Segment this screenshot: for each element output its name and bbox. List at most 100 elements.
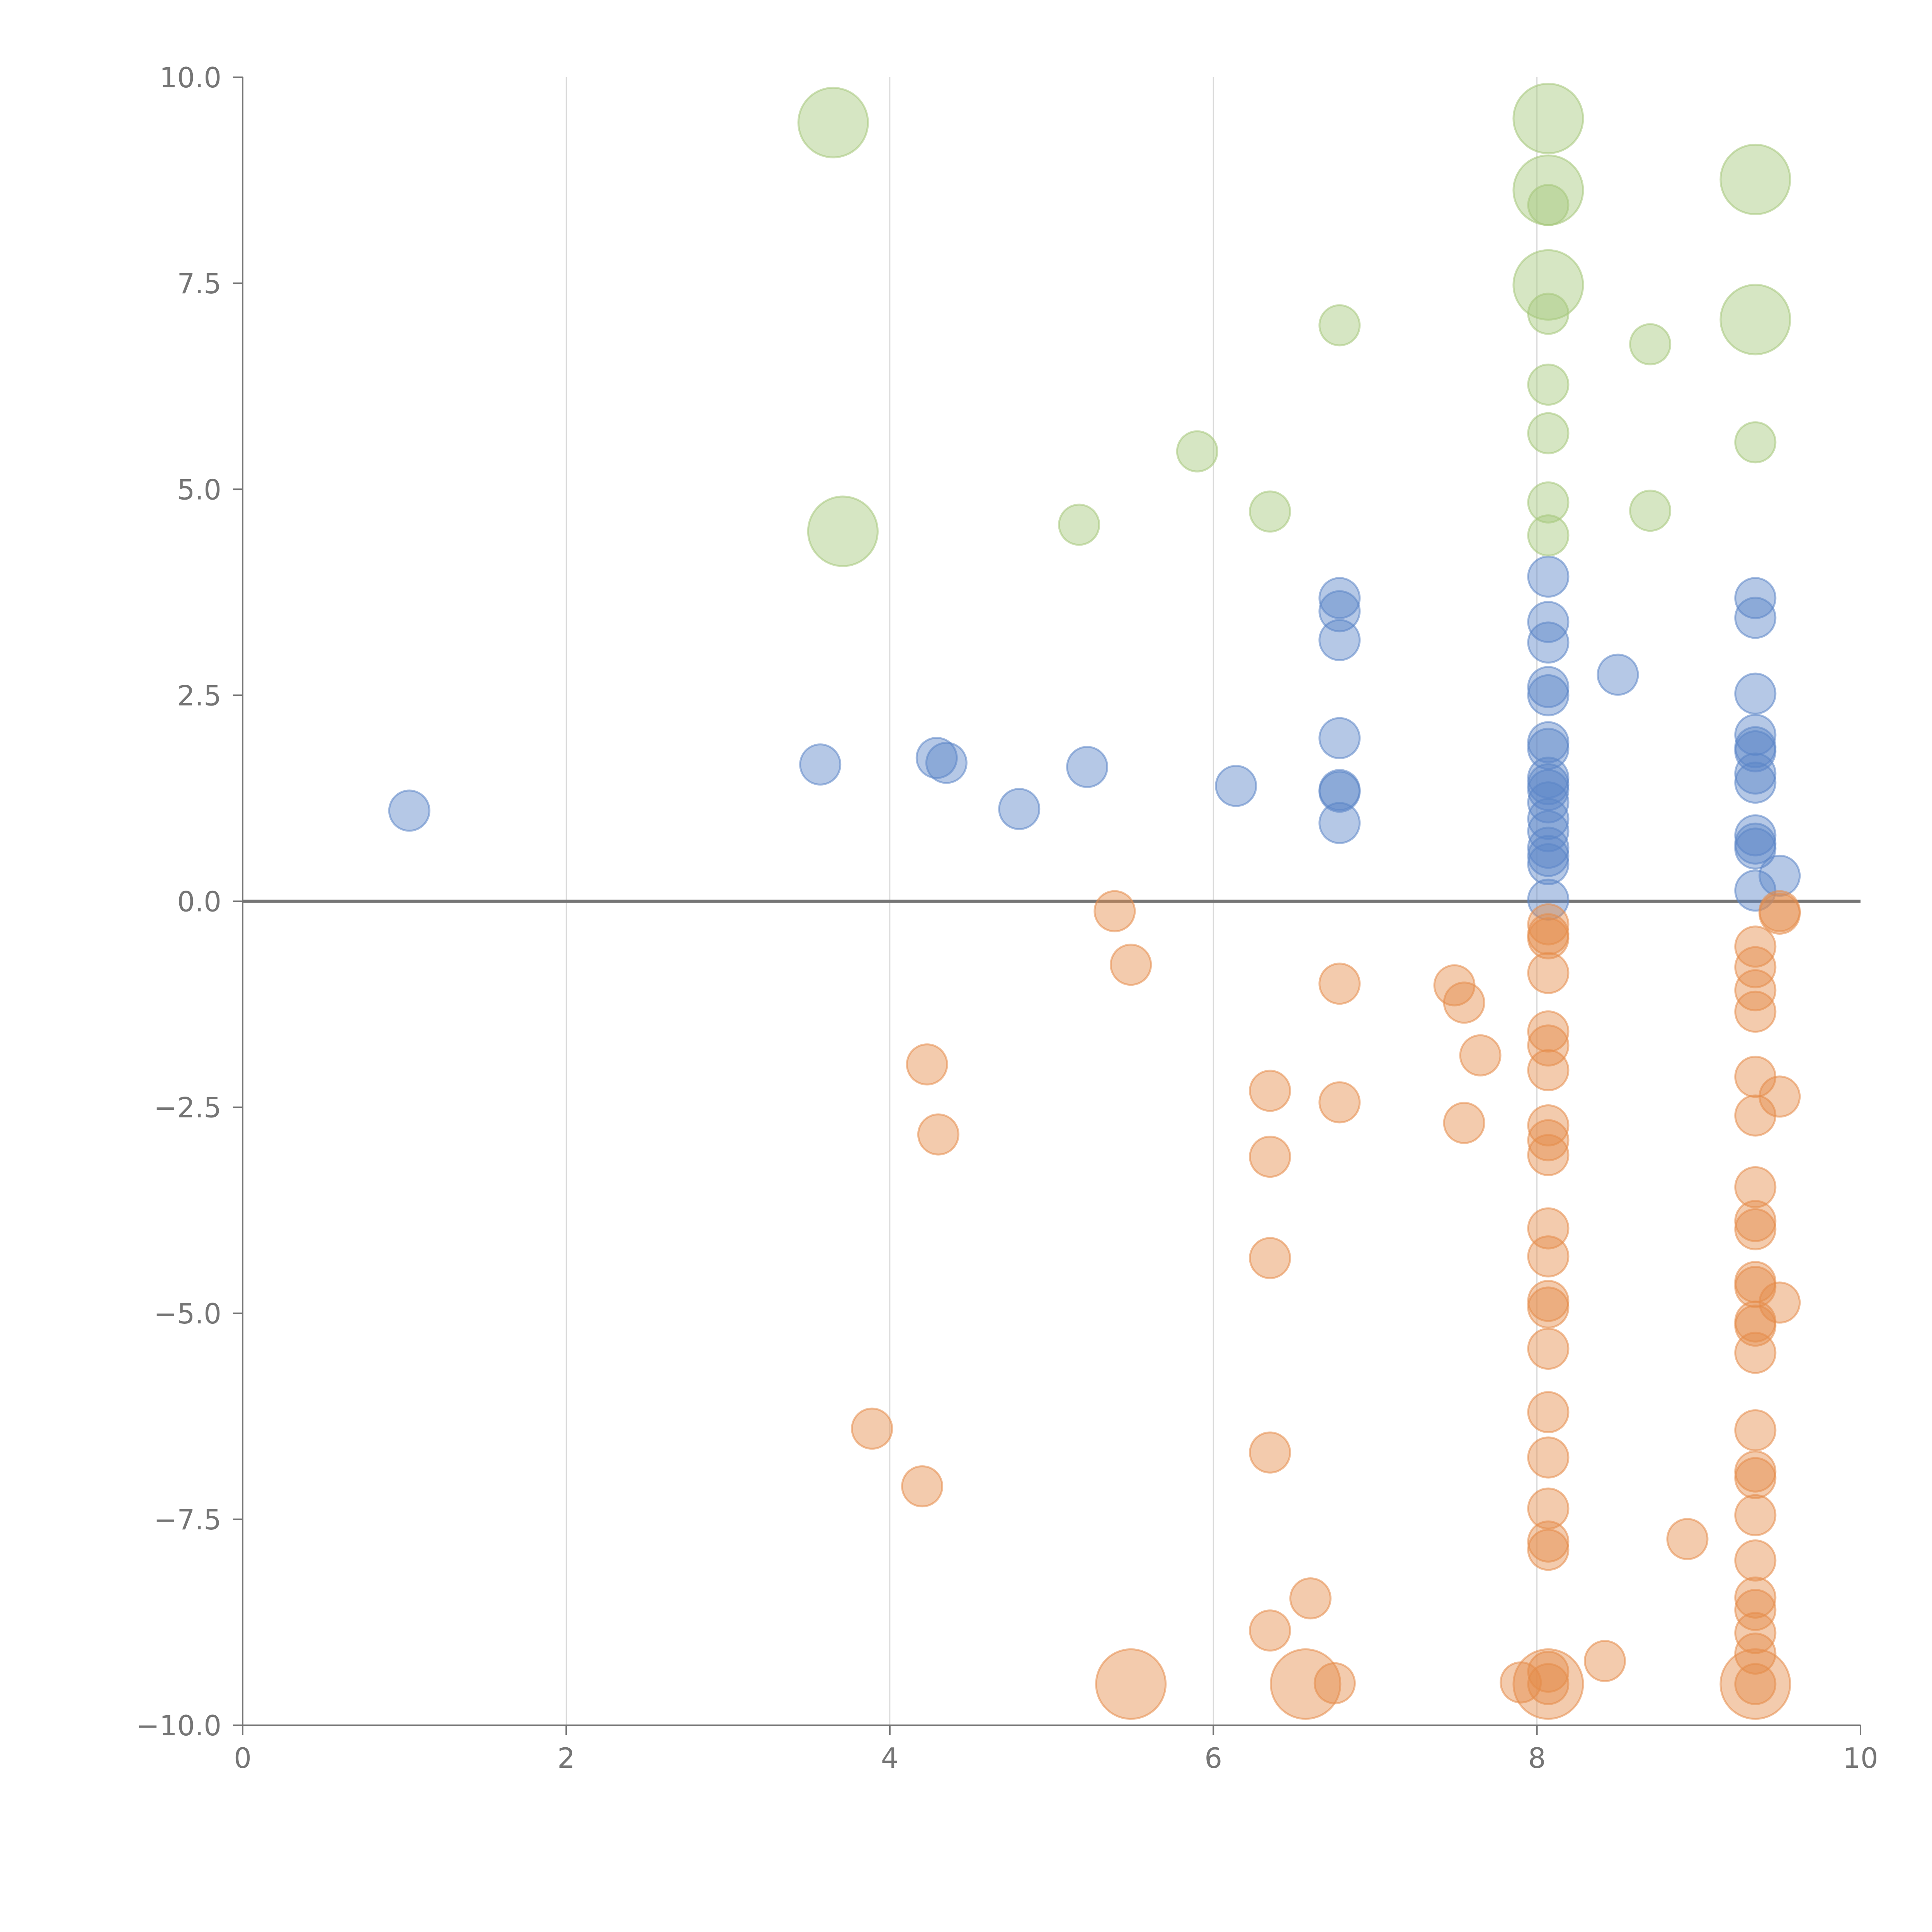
orange-point-5 [1110, 944, 1152, 986]
green-point-15 [1629, 323, 1672, 366]
orange-point-7 [1249, 1136, 1291, 1178]
orange-point-50 [1734, 1166, 1777, 1208]
green-point-18 [1719, 284, 1791, 355]
orange-point-60 [1734, 1457, 1777, 1499]
x-tick-label-1: 2 [557, 1742, 575, 1774]
y-tick-label-6: −5.0 [154, 1298, 221, 1330]
blue-point-44 [1759, 854, 1801, 897]
orange-point-42 [1583, 1640, 1626, 1682]
orange-point-3 [917, 1113, 959, 1156]
x-tick-label-5: 10 [1843, 1742, 1878, 1774]
orange-point-72 [1095, 1648, 1167, 1720]
orange-point-57 [1734, 1332, 1777, 1374]
orange-point-74 [1512, 1648, 1584, 1720]
orange-point-70 [1759, 1075, 1801, 1118]
y-tick-label-8: −10.0 [136, 1709, 221, 1742]
orange-point-27 [1527, 1134, 1570, 1176]
orange-point-23 [1527, 1024, 1570, 1067]
green-point-5 [1318, 304, 1361, 347]
y-tick-label-3: 2.5 [177, 679, 221, 712]
y-tick-label-1: 7.5 [177, 267, 221, 300]
blue-point-26 [1527, 810, 1570, 852]
orange-point-61 [1734, 1494, 1777, 1536]
axis-layer: 0 2 4 6 8 10 10.0 7.5 5.0 2.5 0.0 −2.5 −5.0 −7.5 −10.0 [136, 61, 1878, 1774]
green-point-19 [1734, 421, 1777, 464]
orange-point-0 [851, 1407, 893, 1450]
y-tick-label-4: 0.0 [177, 886, 221, 918]
orange-point-16 [1459, 1034, 1502, 1077]
orange-point-34 [1527, 1436, 1570, 1479]
y-tick-label-7: −7.5 [154, 1503, 221, 1536]
green-point-12 [1527, 412, 1570, 454]
orange-point-12 [1318, 963, 1361, 1005]
blue-point-31 [1597, 653, 1639, 696]
orange-point-22 [1527, 1010, 1570, 1053]
green-point-14 [1527, 514, 1570, 557]
green-point-8 [1527, 184, 1570, 226]
orange-point-26 [1527, 1119, 1570, 1162]
blue-point-20 [1527, 728, 1570, 770]
blue-point-7 [1318, 577, 1361, 619]
green-point-1 [807, 495, 879, 567]
orange-point-8 [1249, 1237, 1291, 1279]
orange-point-37 [1527, 1529, 1570, 1571]
green-point-2 [1058, 503, 1100, 546]
blue-point-35 [1734, 714, 1777, 756]
orange-point-47 [1734, 990, 1777, 1033]
orange-point-52 [1734, 1208, 1777, 1250]
y-tick-label-5: −2.5 [154, 1092, 221, 1124]
x-tick-label-3: 6 [1204, 1742, 1222, 1774]
blue-point-8 [1318, 590, 1361, 633]
green-point-6 [1512, 83, 1584, 155]
x-tick-label-4: 8 [1528, 1742, 1546, 1774]
orange-point-58 [1734, 1409, 1777, 1452]
orange-point-73 [1270, 1648, 1342, 1720]
green-point-17 [1719, 143, 1791, 215]
bubble-layer [388, 83, 1801, 1720]
orange-point-71 [1759, 1281, 1801, 1324]
blue-point-16 [1527, 621, 1570, 664]
x-tick-label-0: 0 [234, 1742, 252, 1774]
green-point-16 [1629, 490, 1672, 532]
orange-point-43 [1666, 1518, 1709, 1560]
blue-point-42 [1734, 827, 1777, 870]
blue-point-10 [1318, 717, 1361, 759]
orange-point-75 [1719, 1648, 1791, 1720]
orange-point-4 [1094, 890, 1136, 932]
orange-point-21 [1527, 952, 1570, 994]
orange-point-63 [1734, 1576, 1777, 1619]
blue-point-24 [1527, 781, 1570, 824]
x-tick-label-2: 4 [881, 1742, 899, 1774]
blue-point-30 [1527, 878, 1570, 921]
blue-point-5 [1066, 746, 1109, 788]
orange-point-32 [1527, 1327, 1570, 1370]
orange-point-66 [1734, 1632, 1777, 1675]
blue-point-0 [388, 789, 430, 832]
blue-point-38 [1734, 752, 1777, 795]
blue-point-9 [1318, 619, 1361, 661]
orange-point-17 [1443, 1102, 1485, 1144]
y-tick-label-0: 10.0 [160, 61, 221, 94]
blue-point-39 [1734, 761, 1777, 804]
orange-point-62 [1734, 1539, 1777, 1582]
orange-point-20 [1527, 917, 1570, 959]
orange-point-69 [1759, 892, 1801, 935]
orange-point-35 [1527, 1487, 1570, 1530]
blue-point-29 [1527, 843, 1570, 886]
orange-point-13 [1318, 1081, 1361, 1124]
orange-point-46 [1734, 969, 1777, 1012]
orange-point-18 [1527, 903, 1570, 946]
blue-point-4 [998, 788, 1041, 830]
orange-point-2 [906, 1043, 948, 1086]
blue-point-12 [1318, 770, 1361, 813]
blue-point-25 [1527, 798, 1570, 840]
blue-point-14 [1527, 555, 1570, 598]
orange-point-6 [1249, 1070, 1291, 1112]
blue-point-34 [1734, 672, 1777, 715]
orange-point-33 [1527, 1391, 1570, 1434]
green-point-10 [1527, 293, 1570, 335]
orange-point-31 [1527, 1286, 1570, 1329]
blue-point-6 [1215, 765, 1257, 807]
